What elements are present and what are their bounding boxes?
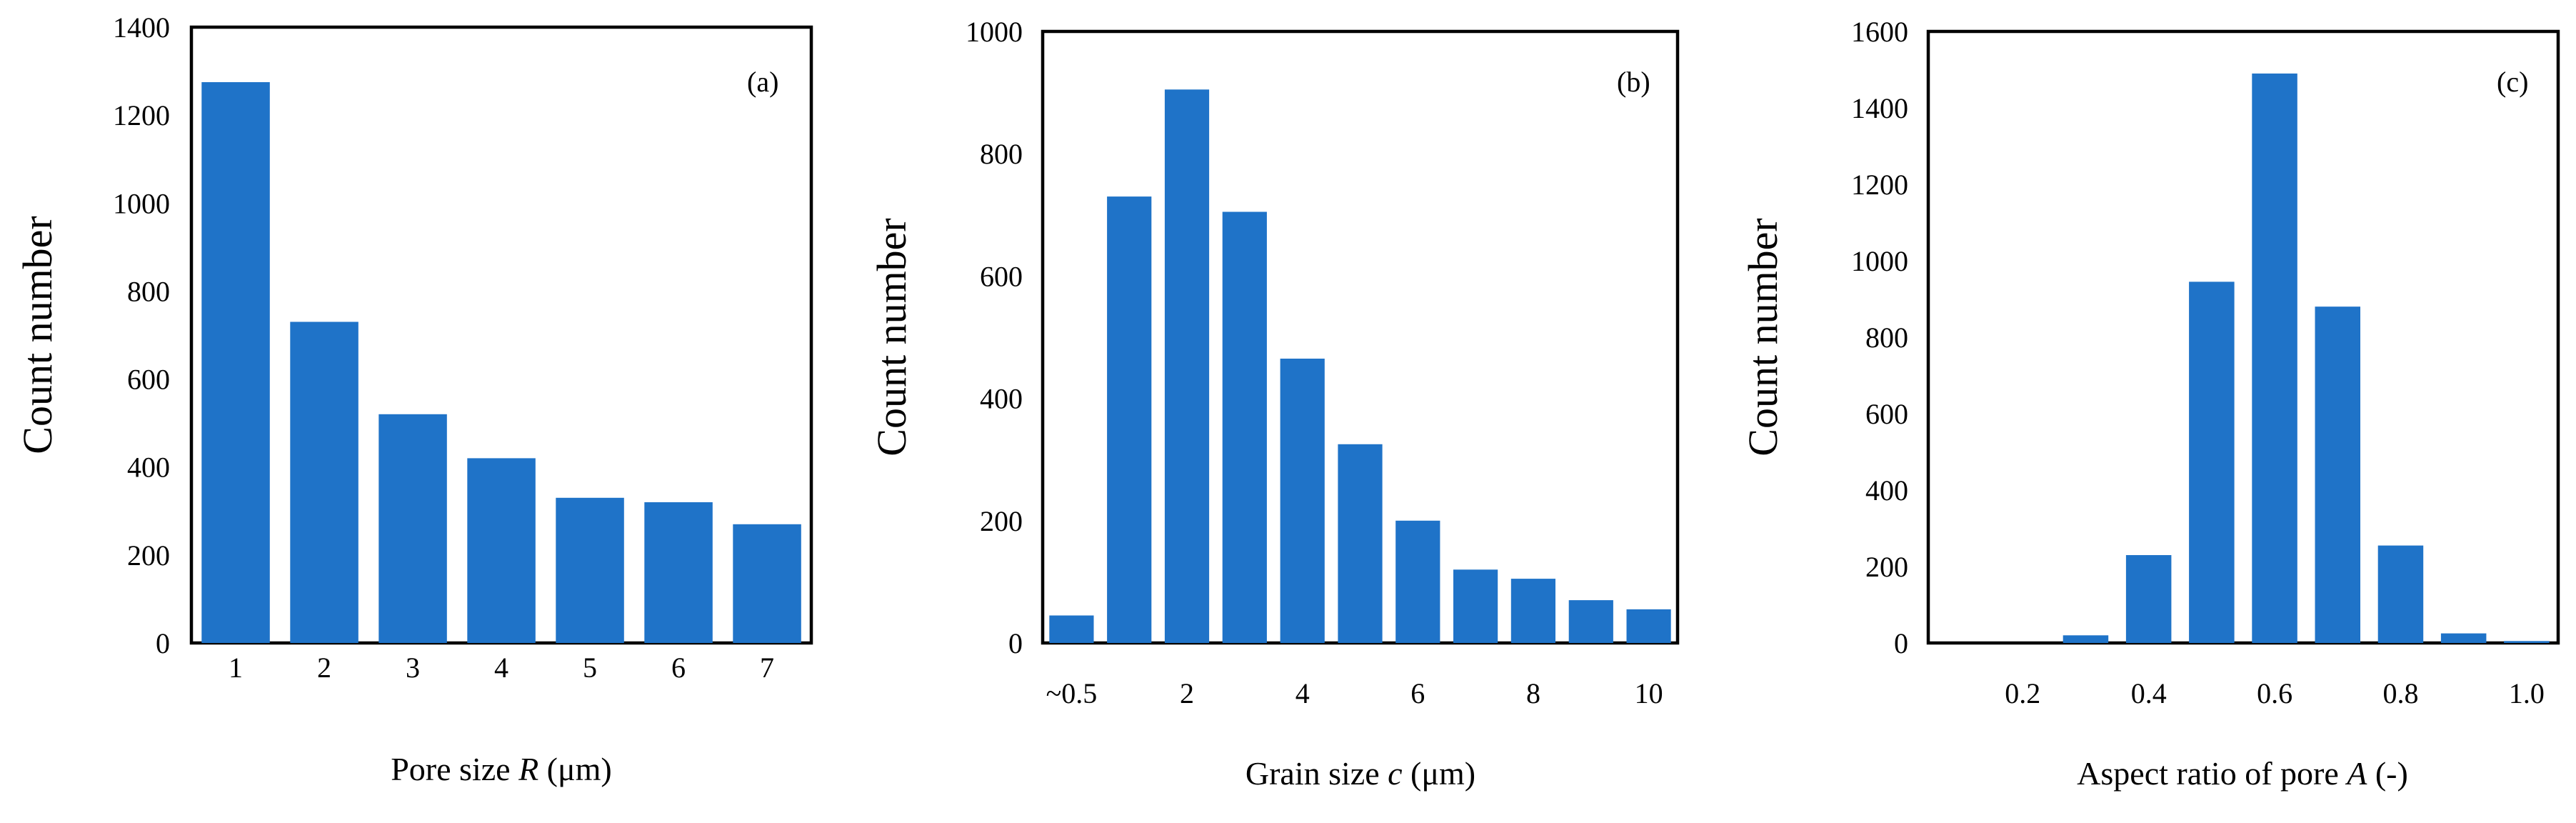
- bar-3: [1222, 211, 1267, 643]
- bar-0.3: [2063, 635, 2109, 643]
- y-tick-label: 0: [1008, 627, 1023, 659]
- bar-8: [1510, 579, 1555, 643]
- bar-0.9: [2440, 633, 2487, 643]
- y-tick-label: 200: [127, 539, 170, 572]
- x-tick-label: 6: [1410, 677, 1425, 709]
- bar-7: [733, 524, 801, 643]
- x-axis-label: Grain size c (μm): [1246, 755, 1475, 792]
- bar-0.5: [2189, 281, 2235, 643]
- bar-2: [1164, 89, 1210, 644]
- x-tick-label: 4: [494, 652, 508, 684]
- x-ticks: 1 2 3 4 5 6 7: [229, 652, 774, 684]
- x-tick-label: 0.6: [2257, 677, 2292, 709]
- x-tick-label: 5: [583, 652, 597, 684]
- bar-1.0: [2504, 641, 2550, 643]
- x-axis-label: Pore size R (μm): [391, 751, 612, 787]
- bar-~0.5: [1049, 615, 1094, 643]
- y-tick-label: 1000: [113, 187, 170, 219]
- x-tick-label: ~0.5: [1046, 677, 1098, 709]
- x-tick-label: 6: [671, 652, 686, 684]
- bar-5: [556, 497, 624, 643]
- x-tick-label: 0.8: [2383, 677, 2419, 709]
- y-tick-label: 200: [1865, 551, 1908, 583]
- y-tick-label: 1000: [1851, 245, 1908, 277]
- y-tick-label: 1200: [1851, 169, 1908, 201]
- bars: [201, 82, 801, 643]
- y-tick-label: 400: [980, 383, 1023, 415]
- y-axis-label: Count number: [868, 218, 915, 456]
- x-tick-label: 0.4: [2131, 677, 2167, 709]
- bar-0.4: [2125, 555, 2172, 643]
- y-tick-label: 1200: [113, 99, 170, 131]
- x-axis-label-text: Pore size: [391, 751, 518, 787]
- bar-0.7: [2315, 306, 2360, 643]
- panel-label: (a): [747, 66, 778, 98]
- bar-1: [1107, 196, 1152, 644]
- plot-frame: [1926, 29, 2560, 645]
- bar-2: [290, 321, 359, 643]
- bar-0.8: [2377, 545, 2424, 643]
- panel-label: (b): [1617, 66, 1650, 98]
- y-tick-label: 600: [127, 364, 170, 396]
- bar-0.6: [2252, 73, 2297, 643]
- y-tick-label: 600: [1865, 398, 1908, 430]
- x-axis-label-unit: (-): [2367, 755, 2407, 792]
- bar-5: [1338, 444, 1383, 643]
- panel-b: 0 200 400 600 800 1000 ~0.5 2 4 6 8 10 (b) Count n…: [868, 16, 1680, 792]
- bar-4: [467, 458, 536, 643]
- y-tick-label: 800: [980, 138, 1023, 170]
- y-tick-label: 600: [980, 260, 1023, 292]
- bar-1: [201, 82, 270, 643]
- x-ticks: 0.2 0.4 0.6 0.8 1.0: [2005, 677, 2545, 709]
- x-tick-label: 7: [760, 652, 774, 684]
- bar-9: [1568, 600, 1613, 643]
- bar-6: [1395, 520, 1440, 643]
- x-tick-label: 8: [1526, 677, 1540, 709]
- x-axis-label-unit: (μm): [538, 751, 612, 787]
- y-tick-label: 800: [1865, 321, 1908, 354]
- y-tick-label: 1400: [113, 11, 170, 44]
- y-ticks: 0 200 400 600 800 1000: [966, 16, 1023, 659]
- x-tick-label: 2: [1180, 677, 1194, 709]
- x-tick-label: 1: [229, 652, 243, 684]
- y-ticks: 0 200 400 600 800 1000 1200 1400: [113, 11, 170, 659]
- x-axis-label-symbol: c: [1388, 755, 1402, 792]
- bar-3: [379, 414, 447, 643]
- bars: [2063, 73, 2550, 643]
- x-tick-label: 4: [1295, 677, 1310, 709]
- y-tick-label: 1000: [966, 16, 1023, 48]
- panel-a: 0 200 400 600 800 1000 1200 1400 1 2 3 4 5 6 7 (a) Co…: [14, 11, 813, 787]
- panel-label: (c): [2497, 66, 2528, 98]
- y-tick-label: 1600: [1851, 16, 1908, 48]
- y-tick-label: 1400: [1851, 92, 1908, 124]
- x-ticks: ~0.5 2 4 6 8 10: [1046, 677, 1663, 709]
- y-tick-label: 400: [127, 452, 170, 484]
- y-tick-label: 0: [1894, 627, 1908, 659]
- x-axis-label-symbol: R: [518, 751, 538, 787]
- y-axis-label: Count number: [14, 216, 61, 454]
- y-ticks: 0 200 400 600 800 1000 1200 1400 1600: [1851, 16, 1908, 659]
- x-axis-label-text: Grain size: [1246, 755, 1388, 792]
- x-tick-label: 2: [317, 652, 331, 684]
- y-axis-label: Count number: [1740, 218, 1786, 456]
- y-tick-label: 400: [1865, 474, 1908, 507]
- bar-6: [644, 502, 713, 643]
- bar-10: [1626, 609, 1671, 643]
- x-tick-label: 1.0: [2509, 677, 2545, 709]
- x-tick-label: 10: [1635, 677, 1663, 709]
- x-axis-label-text: Aspect ratio of pore: [2077, 755, 2347, 792]
- x-axis-label-unit: (μm): [1403, 755, 1476, 792]
- x-tick-label: 3: [406, 652, 420, 684]
- x-axis-label-symbol: A: [2345, 755, 2367, 792]
- x-tick-label: 0.2: [2005, 677, 2040, 709]
- bar-4: [1280, 359, 1325, 643]
- y-tick-label: 0: [156, 627, 170, 659]
- x-axis-label: Aspect ratio of pore A (-): [2077, 755, 2408, 792]
- y-tick-label: 800: [127, 275, 170, 307]
- bar-7: [1453, 569, 1498, 643]
- y-tick-label: 200: [980, 505, 1023, 537]
- bars: [1049, 89, 1671, 644]
